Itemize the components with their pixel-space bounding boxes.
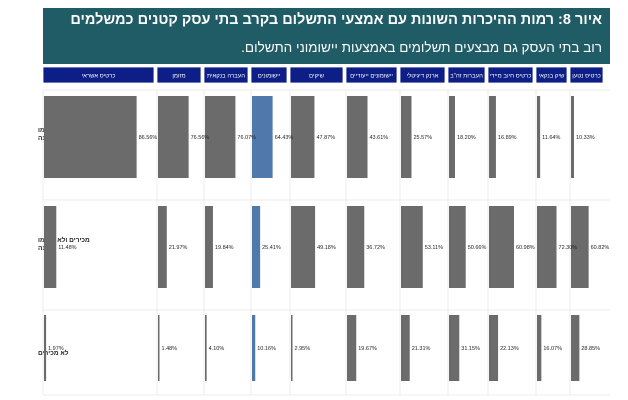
column-header	[535, 66, 568, 84]
bar	[347, 315, 357, 381]
chart-title: איור 8: רמות ההיכרות השונות עם אמצעי התש…	[70, 12, 602, 28]
data-label: 72.30%	[559, 245, 578, 251]
bar	[205, 206, 213, 288]
data-label: 47.87%	[316, 135, 335, 141]
column-header-label: כרטיס חיוב מיידי	[490, 74, 532, 80]
column-header	[289, 66, 344, 84]
bar	[537, 206, 557, 288]
column-header	[399, 66, 446, 84]
bar	[44, 96, 137, 178]
bar	[347, 206, 365, 288]
data-label: 19.67%	[358, 346, 377, 352]
bar	[291, 315, 293, 381]
column-header-label: יישומונים	[258, 74, 281, 80]
column-header	[203, 66, 249, 84]
chart-subtitle: רוב בתי העסק גם מבצעים תשלומים באמצעות י…	[241, 40, 602, 55]
bar	[489, 206, 515, 288]
data-label: 49.18%	[317, 245, 336, 251]
column-header-label: ארנק דיגיטלי	[407, 72, 439, 80]
data-label: 4.10%	[209, 346, 225, 352]
bar	[291, 206, 316, 288]
bar	[537, 96, 541, 178]
data-label: 76.56%	[191, 135, 210, 141]
data-label: 21.97%	[169, 245, 188, 251]
column-header-label: שיקים	[309, 74, 325, 80]
column-header-label: העברות זה"ב	[450, 74, 483, 80]
data-label: 10.16%	[257, 346, 276, 352]
chart-header: איור 8: רמות ההיכרות השונות עם אמצעי התש…	[43, 8, 610, 64]
column-header	[487, 66, 534, 84]
data-label: 16.07%	[543, 346, 562, 352]
data-label: 36.72%	[366, 245, 385, 251]
column-header-label: העברה בנקאית	[207, 74, 245, 80]
bar	[347, 96, 368, 178]
data-label: 25.57%	[413, 135, 432, 141]
column-header	[250, 66, 288, 84]
data-label: 11.48%	[58, 245, 76, 251]
column-header-label: כרטיס אשראי	[82, 74, 116, 80]
data-label: 1.97%	[48, 346, 64, 352]
data-label: 10.33%	[576, 135, 595, 141]
bar	[205, 96, 236, 178]
data-label: 18.20%	[457, 135, 476, 141]
column-header	[42, 66, 155, 84]
bar	[158, 206, 167, 288]
column-header	[569, 66, 604, 84]
column-header-label: מזומן	[172, 74, 185, 80]
row-label: לא מכירים	[38, 349, 69, 357]
column-header-label: שיק בנקאי	[539, 74, 565, 80]
column-header	[345, 66, 398, 84]
bar	[205, 315, 207, 381]
bar	[571, 96, 574, 178]
data-label: 22.13%	[500, 346, 519, 352]
data-label: 11.64%	[542, 135, 560, 141]
bar	[571, 206, 589, 288]
bar	[44, 315, 47, 381]
bar	[537, 315, 542, 381]
data-label: 76.07%	[237, 135, 256, 141]
bar	[252, 96, 273, 178]
bar	[449, 96, 456, 178]
data-label: 19.84%	[215, 245, 234, 251]
bar	[291, 96, 315, 178]
bar	[571, 315, 580, 381]
column-header-label: יישומונים ייעודיים	[350, 74, 393, 80]
bar	[252, 206, 261, 288]
column-header-label: כרטיס נטען	[572, 74, 601, 80]
bar	[158, 315, 160, 381]
bar	[44, 206, 57, 288]
column-header	[156, 66, 202, 84]
data-label: 1.48%	[162, 346, 178, 352]
data-label: 50.66%	[468, 245, 487, 251]
data-label: 31.15%	[461, 346, 480, 352]
bar	[401, 315, 410, 381]
bar	[489, 96, 496, 178]
data-label: 43.61%	[369, 135, 388, 141]
data-label: 16.89%	[498, 135, 517, 141]
data-label: 60.82%	[591, 245, 610, 251]
row-label: מכירים ולא שילמו	[38, 236, 90, 244]
bar	[449, 206, 466, 288]
bar	[252, 315, 256, 381]
bar	[158, 96, 189, 178]
bar	[401, 206, 423, 288]
data-label: 25.41%	[262, 245, 281, 251]
data-label: 2.95%	[295, 346, 311, 352]
bar	[489, 315, 499, 381]
data-label: 28.85%	[581, 346, 600, 352]
data-label: 86.56%	[139, 135, 158, 141]
bar	[401, 96, 412, 178]
bar	[449, 315, 460, 381]
column-header	[447, 66, 486, 84]
data-label: 64.43%	[275, 135, 294, 141]
data-label: 21.31%	[412, 346, 431, 352]
data-label: 53.11%	[425, 245, 443, 251]
data-label: 60.98%	[516, 245, 535, 251]
